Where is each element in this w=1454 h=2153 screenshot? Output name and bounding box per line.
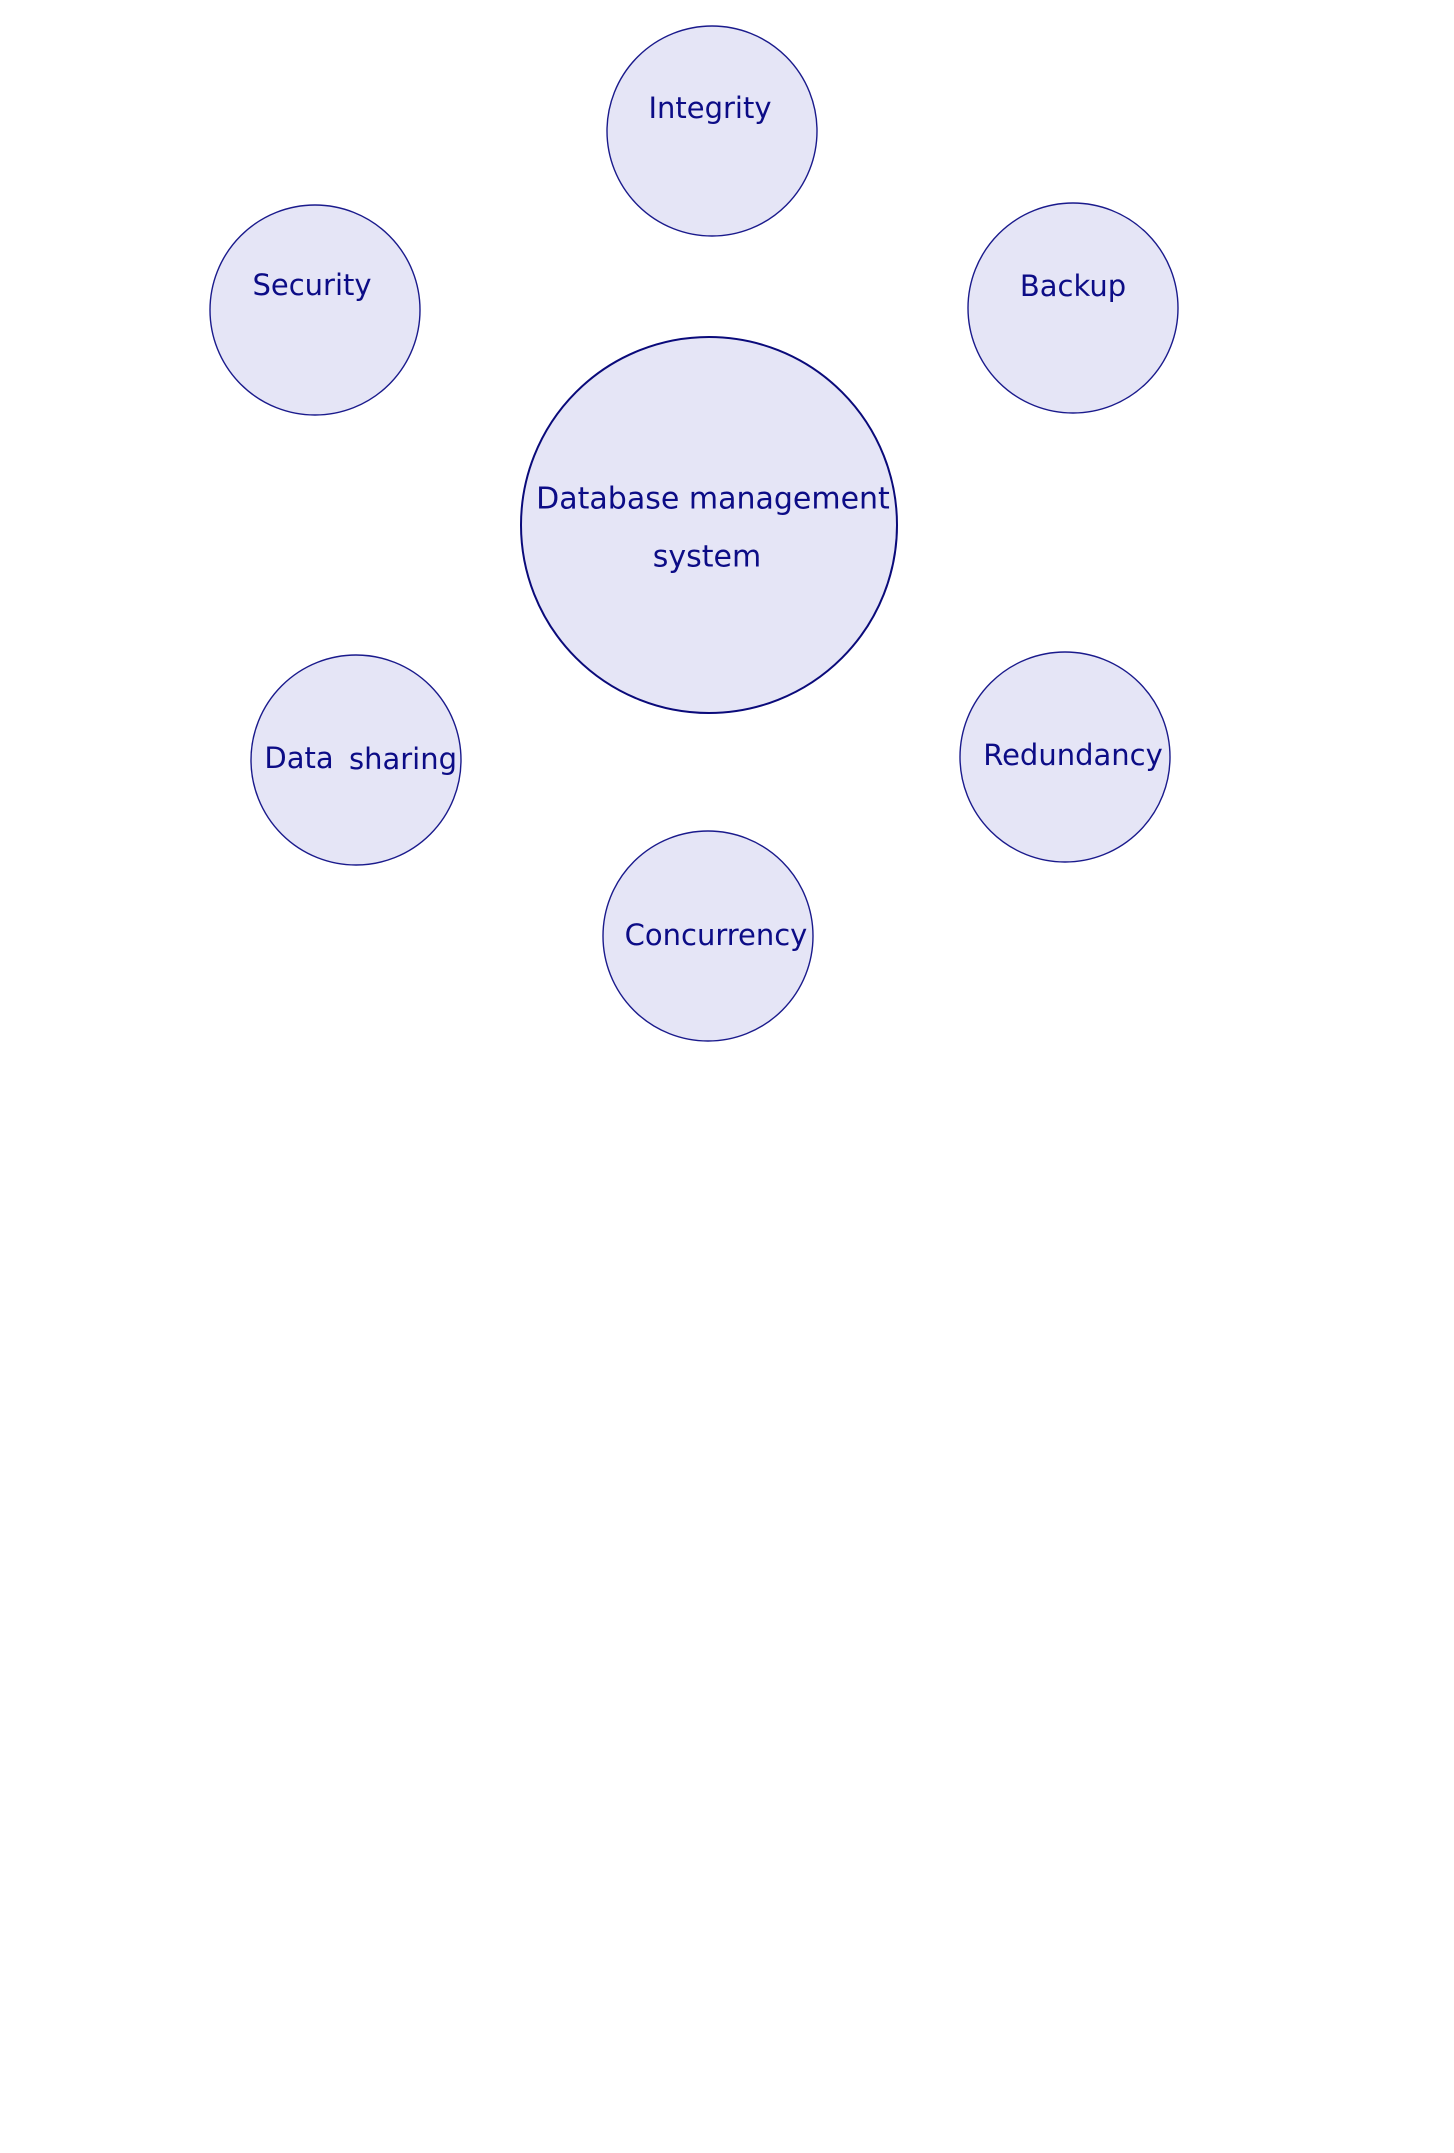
node-security: Security (209, 204, 421, 416)
node-data-sharing: Data sharing (250, 654, 462, 866)
node-integrity: Integrity (606, 25, 818, 237)
node-redundancy-label: Redundancy (983, 738, 1163, 772)
node-data-sharing-circle (250, 654, 462, 866)
node-concurrency-circle (602, 830, 814, 1042)
node-concurrency: Concurrency (602, 830, 814, 1042)
central-node-label-line1: Database management (536, 482, 890, 517)
node-backup-circle (967, 202, 1179, 414)
node-backup-label: Backup (1020, 269, 1126, 303)
node-security-circle (209, 204, 421, 416)
node-integrity-circle (606, 25, 818, 237)
central-node: Database management system (520, 336, 898, 714)
node-data-sharing-label-word1: Data (264, 741, 333, 775)
node-integrity-label: Integrity (648, 91, 771, 125)
node-data-sharing-label-word2: sharing (349, 742, 457, 776)
node-redundancy-circle (959, 651, 1171, 863)
node-redundancy: Redundancy (959, 651, 1171, 863)
central-node-label-line2: system (653, 540, 761, 575)
central-node-circle (520, 336, 898, 714)
node-concurrency-label: Concurrency (625, 918, 808, 952)
node-security-label: Security (252, 268, 371, 302)
node-backup: Backup (967, 202, 1179, 414)
